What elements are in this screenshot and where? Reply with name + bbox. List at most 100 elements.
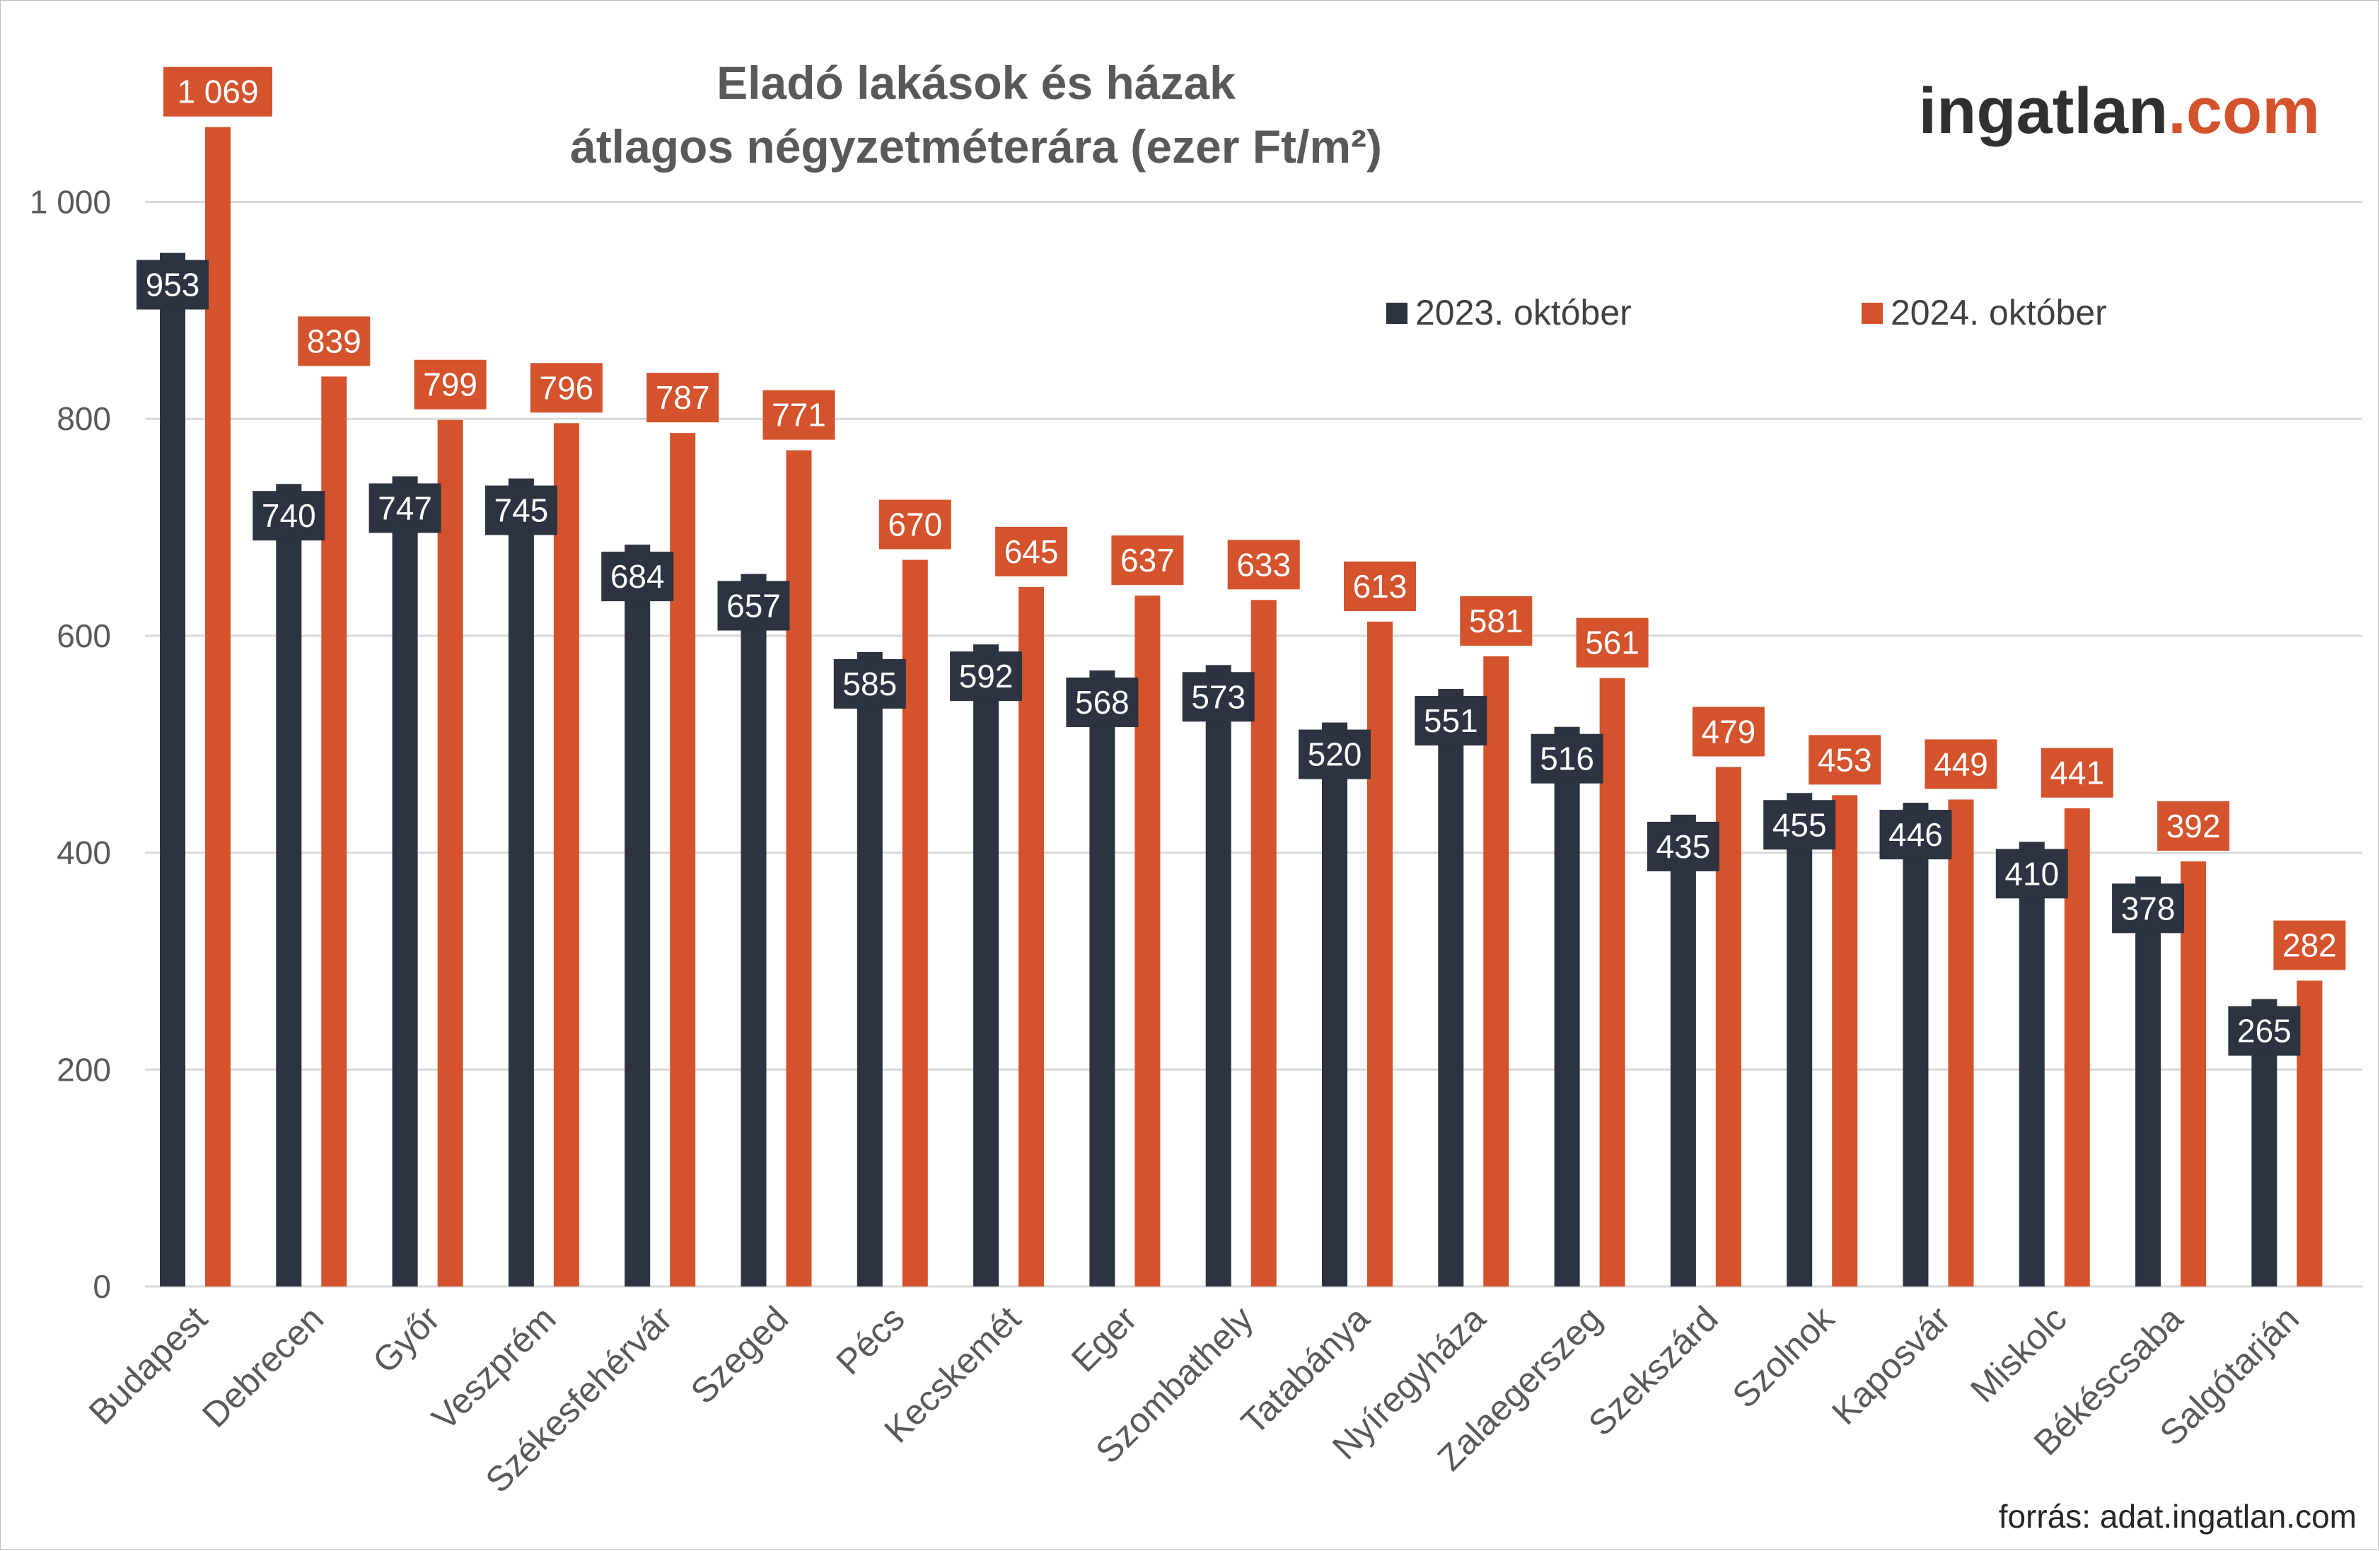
bar-2024	[2181, 861, 2207, 1286]
bar-2024	[1599, 678, 1625, 1286]
data-label-2023: 747	[378, 489, 432, 526]
data-label-box-2023	[1299, 729, 1371, 779]
data-label-2024: 771	[772, 397, 826, 434]
ingatlan-logo: ingatlan.com	[1919, 75, 2320, 147]
data-label-box-2024	[1576, 617, 1649, 668]
data-label-2024: 633	[1236, 546, 1291, 583]
bar-2024	[1948, 799, 1974, 1286]
data-label-2024: 561	[1585, 625, 1639, 661]
data-label-box-2023	[833, 658, 906, 709]
data-label-box-2024	[1925, 739, 1997, 789]
data-label-box-2023	[601, 552, 674, 602]
data-label-box-2024	[2157, 801, 2230, 851]
data-label-2024: 581	[1469, 603, 1523, 639]
data-label-box-2024	[298, 316, 371, 366]
bar-2024	[1134, 596, 1161, 1286]
x-tick-label: Budapest	[81, 1299, 215, 1432]
bar-2023	[857, 651, 883, 1286]
data-label-2023: 573	[1191, 678, 1246, 715]
data-label-box-2023	[1066, 677, 1139, 727]
bar-2024	[1483, 656, 1509, 1286]
data-label-box-2023	[1995, 849, 2068, 899]
data-label-box-2023	[368, 483, 441, 533]
x-tick-label: Győr	[365, 1299, 447, 1381]
data-label-2023: 684	[610, 558, 665, 595]
data-label-2024: 1 069	[177, 74, 258, 110]
chart-title-line-1: Eladó lakások és házak	[716, 57, 1236, 109]
bar-2023	[1903, 803, 1929, 1286]
data-label-box-2023	[2228, 1006, 2301, 1056]
y-tick-label: 400	[57, 835, 111, 871]
legend-swatch-2024	[1862, 303, 1883, 324]
data-labels: 953 1 069 740 839 747 799 745 796 684 787 657 771 58…	[137, 66, 2346, 1056]
data-label-box-2024	[1460, 596, 1533, 646]
data-label-box-2023	[484, 485, 557, 535]
data-label-box-2023	[1415, 696, 1487, 746]
data-label-2023: 953	[146, 267, 200, 303]
data-label-box-2024	[995, 526, 1068, 576]
x-tick-label: Kaposvár	[1824, 1299, 1958, 1432]
bar-2024	[1367, 621, 1393, 1286]
data-label-2023: 551	[1424, 702, 1478, 739]
legend-label-2024: 2024. október	[1891, 293, 2107, 332]
data-label-2024: 441	[2050, 755, 2104, 791]
data-label-2024: 282	[2282, 927, 2337, 964]
bar-2023	[1670, 814, 1696, 1286]
bar-2023	[973, 644, 999, 1286]
data-label-2024: 613	[1353, 568, 1407, 605]
bar-2024	[437, 419, 463, 1286]
data-label-box-2024	[530, 363, 603, 413]
data-label-box-2023	[1531, 733, 1603, 784]
data-label-box-2024	[2273, 920, 2346, 970]
y-tick-label: 1 000	[30, 184, 111, 221]
data-label-2023: 516	[1540, 740, 1594, 777]
bar-2023	[1438, 689, 1464, 1286]
y-tick-label: 0	[93, 1268, 111, 1305]
x-tick-label: Debrecen	[195, 1299, 331, 1435]
bar-2023	[2019, 842, 2045, 1286]
bar-2023	[625, 545, 651, 1287]
bar-2024	[321, 376, 347, 1286]
data-label-2024: 453	[1818, 741, 1872, 778]
data-label-box-2023	[1647, 821, 1719, 871]
data-label-2024: 787	[656, 379, 710, 416]
data-label-box-2024	[163, 66, 272, 117]
data-label-2024: 645	[1004, 533, 1059, 570]
data-label-2024: 670	[888, 506, 942, 543]
x-tick-label: Szeged	[683, 1299, 796, 1412]
bar-2024	[902, 559, 928, 1287]
legend-label-2023: 2023. október	[1415, 293, 1632, 332]
x-tick-label: Szolnok	[1725, 1298, 1842, 1415]
bar-2023	[2135, 876, 2161, 1286]
bar-2023	[276, 484, 302, 1287]
bar-2023	[160, 252, 185, 1287]
data-label-box-2023	[1763, 800, 1836, 850]
bar-2024	[1832, 795, 1858, 1286]
bar-2024	[2297, 980, 2323, 1286]
data-label-2024: 839	[307, 323, 361, 359]
legend: 2023. október 2024. október	[1386, 293, 2107, 332]
data-label-2023: 446	[1888, 816, 1943, 853]
data-label-2024: 479	[1702, 713, 1756, 750]
data-label-box-2023	[1182, 672, 1255, 722]
bar-2023	[1205, 665, 1231, 1286]
source-note: forrás: adat.ingatlan.com	[1999, 1498, 2357, 1535]
data-label-box-2024	[762, 390, 835, 440]
data-label-2024: 449	[1934, 745, 1988, 782]
data-label-2024: 637	[1120, 542, 1175, 579]
data-label-2023: 657	[726, 587, 781, 624]
data-label-2023: 435	[1656, 828, 1711, 865]
bar-2023	[1787, 793, 1813, 1286]
chart-title-line-2: átlagos négyzetméterára (ezer Ft/m²)	[570, 120, 1382, 173]
bar-2023	[392, 476, 418, 1286]
data-label-box-2023	[950, 651, 1023, 702]
bar-2024	[1250, 600, 1277, 1286]
data-label-2024: 796	[540, 369, 594, 406]
bar-2023	[1089, 670, 1115, 1286]
data-label-box-2024	[414, 359, 487, 409]
logo-text-accent: .com	[2168, 75, 2320, 147]
data-label-box-2024	[2041, 748, 2113, 798]
bar-2024	[205, 127, 231, 1287]
